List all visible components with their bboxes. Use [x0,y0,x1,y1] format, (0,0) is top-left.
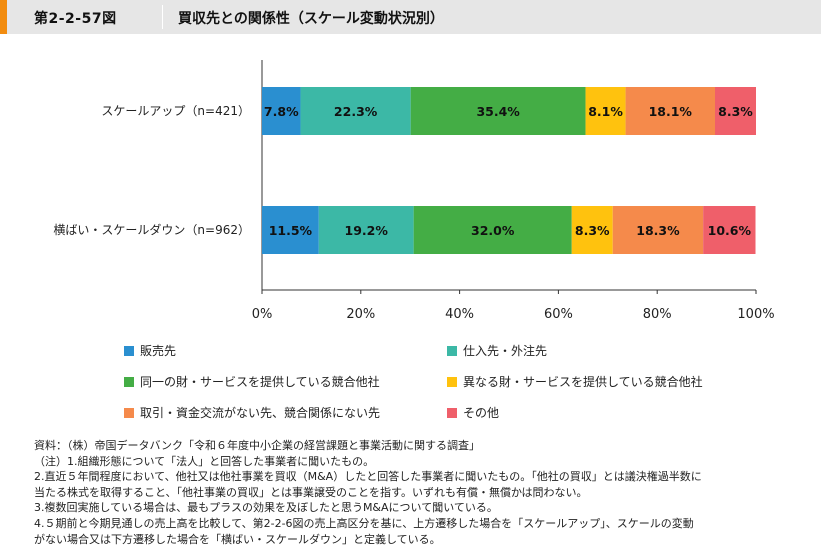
data-label: 8.3% [575,223,610,238]
data-label: 7.8% [264,104,299,119]
header-accent-bar [0,0,7,34]
bar-segment [410,87,586,135]
legend-item: その他 [447,404,499,421]
data-label: 8.1% [588,104,623,119]
legend-item: 仕入先・外注先 [447,342,547,359]
legend-label: 異なる財・サービスを提供している競合他社 [463,375,703,389]
legend-swatch [447,346,457,356]
figure-header: 第2-2-57図 買収先との関係性（スケール変動状況別） [0,0,821,34]
legend-label: その他 [463,406,500,420]
category-label: スケールアップ（n=421） [101,104,250,118]
note-line: 当たる株式を取得すること、「他社事業の買収」とは事業譲受のことを指す。いずれも有… [34,485,588,499]
data-label: 11.5% [269,223,313,238]
legend-label: 販売先 [140,344,177,358]
bar-segment [318,206,414,254]
legend-label: 仕入先・外注先 [463,344,548,358]
chart-legend: 販売先 仕入先・外注先同一の財・サービスを提供している競合他社 異なる財・サービスを… [124,342,784,432]
figure-title: 買収先との関係性（スケール変動状況別） [178,11,444,27]
bar-segment [612,206,704,254]
legend-swatch [447,408,457,418]
note-line: 資料：（株）帝国データバンク「令和６年度中小企業の経営課題と事業活動に関する調査… [34,439,481,452]
data-label: 18.3% [636,223,680,238]
note-line: 3.複数回実施している場合は、最もプラスの効果を及ぼしたと思うM&Aについて聞い… [34,501,498,515]
bar-segment [262,206,319,254]
header-divider [162,5,163,29]
legend-item: 取引・資金交流がない先、競合関係にない先 [124,404,380,421]
stacked-bar-chart: 0% 20% 40% 60% 80% 100% スケールアップ（n=421） 7.8% 22.3… [53,60,775,322]
bar-segment [625,87,715,135]
legend-label: 同一の財・サービスを提供している競合他社 [140,375,380,389]
figure-number: 第2-2-57図 [34,11,117,27]
bar-segment [571,206,613,254]
note-line: がない場合又は下方遷移した場合を「横ばい・スケールダウン」と定義している。 [34,532,441,546]
bar-segment [413,206,572,254]
x-tick-label: 60% [544,307,573,322]
x-tick-label: 40% [445,307,474,322]
legend-swatch [124,377,134,387]
legend-item: 異なる財・サービスを提供している競合他社 [447,373,703,390]
legend-swatch [124,346,134,356]
note-line: （注）1.組織形態について「法人」と回答した事業者に聞いたもの。 [34,454,375,468]
bar-segment [262,87,301,135]
figure-notes: 資料：（株）帝国データバンク「令和６年度中小企業の経営課題と事業活動に関する調査… [34,438,804,547]
data-label: 18.1% [649,104,693,119]
bar-segment [585,87,626,135]
category-label: 横ばい・スケールダウン（n=962） [53,222,250,237]
data-label: 10.6% [708,223,752,238]
data-label: 22.3% [334,104,378,119]
bar-segment [703,206,756,254]
note-line: 4.５期前と今期見通しの売上高を比較して、第2-2-6図の売上高区分を基に、上方… [34,516,694,530]
data-label: 19.2% [345,223,389,238]
x-tick-label: 20% [346,307,375,322]
legend-swatch [447,377,457,387]
legend-item: 同一の財・サービスを提供している競合他社 [124,373,380,390]
data-label: 32.0% [471,223,515,238]
note-line: 2.直近５年間程度において、他社又は他社事業を買収（M&A）したと回答した事業者… [34,470,702,484]
data-label: 35.4% [476,104,520,119]
x-tick-label: 100% [737,307,774,322]
data-label: 8.3% [718,104,753,119]
legend-label: 取引・資金交流がない先、競合関係にない先 [140,406,381,420]
x-tick-label: 80% [643,307,672,322]
legend-item: 販売先 [124,342,176,359]
legend-swatch [124,408,134,418]
bar-segment [300,87,411,135]
x-tick-label: 0% [252,307,273,322]
bar-segment [714,87,756,135]
